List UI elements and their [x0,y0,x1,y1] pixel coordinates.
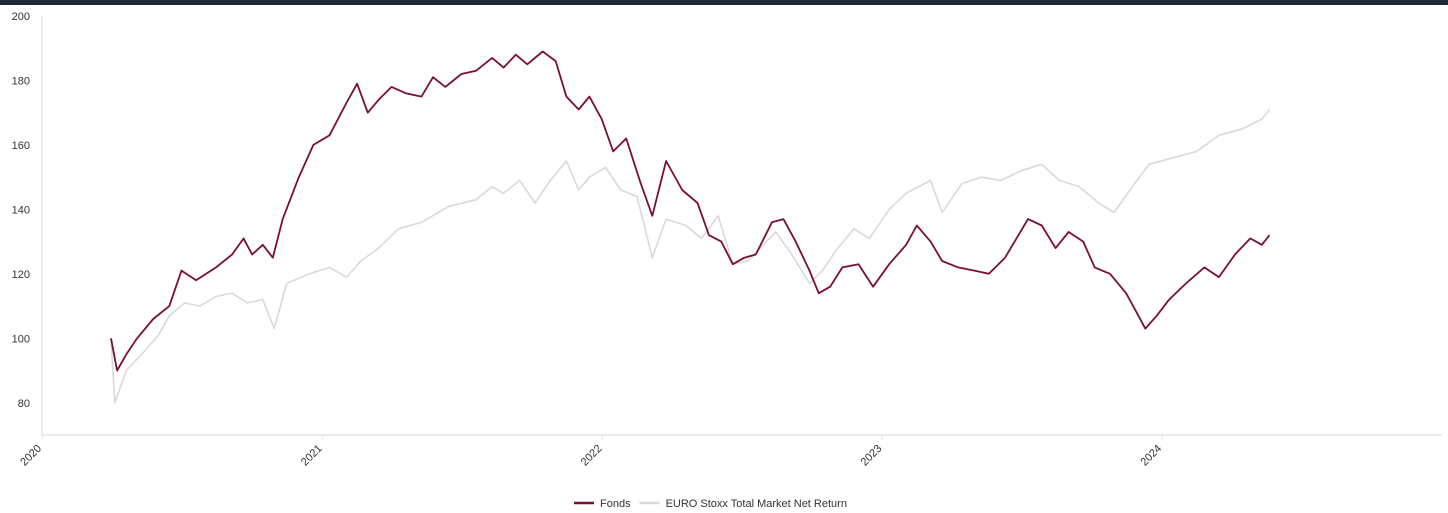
series-line-benchmark [110,108,1271,404]
y-tick-label: 140 [12,204,30,216]
x-tick-label: 2024 [1138,443,1164,469]
y-tick-label: 180 [12,75,30,87]
x-tick-label: 2023 [859,443,885,469]
y-tick-label: 100 [12,333,30,345]
top-bar [0,0,1448,5]
x-tick-label: 2020 [18,443,44,469]
y-tick-label: 160 [12,140,30,152]
x-tick-label: 2021 [299,443,325,469]
y-tick-label: 120 [12,269,30,281]
legend-label: Fonds [600,498,631,510]
legend: Fonds EURO Stoxx Total Market Net Return [574,498,847,510]
series-line-fonds [110,50,1271,372]
y-tick-label: 80 [18,398,30,410]
x-tick-label: 2022 [579,443,605,469]
y-tick-label: 200 [12,11,30,23]
axes: 80 100 120 140 160 180 200 2020 2021 2022 2023 2024 [12,11,1442,468]
series-layer [110,50,1271,404]
legend-label: EURO Stoxx Total Market Net Return [666,498,847,510]
